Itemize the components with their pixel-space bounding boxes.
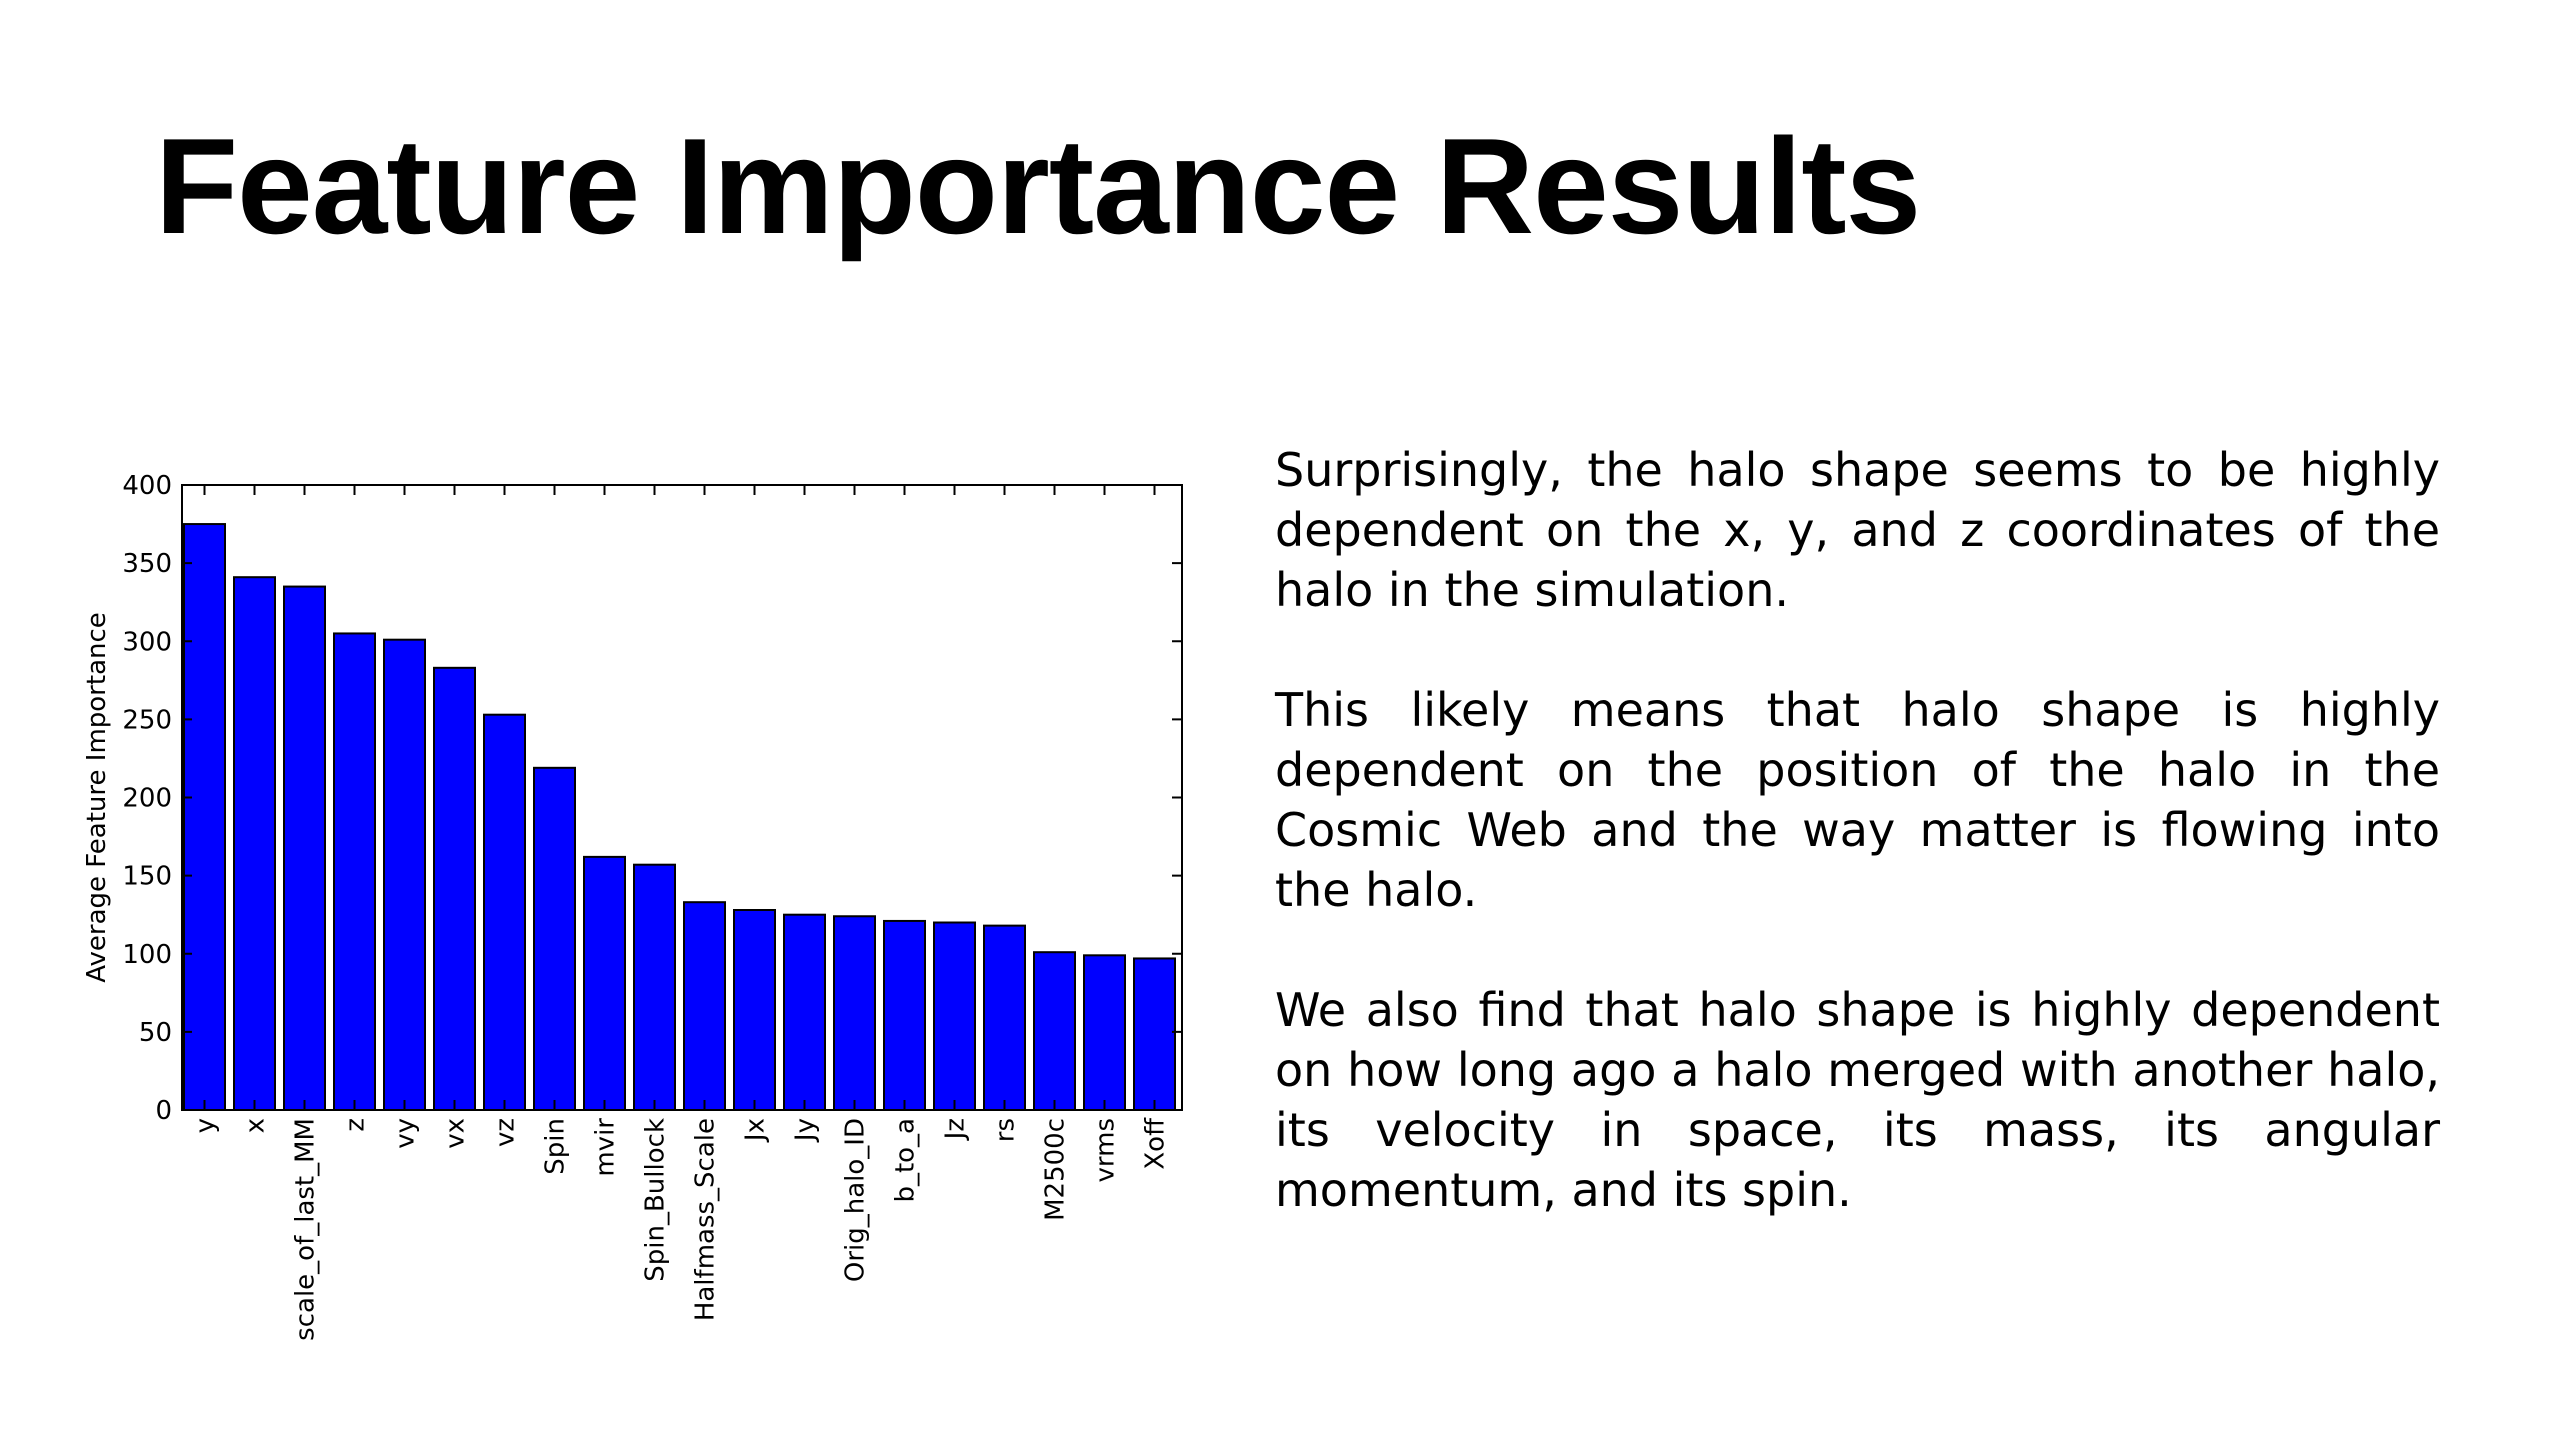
slide-body: Surprisingly, the halo shape seems to be… xyxy=(1275,440,2440,1280)
bar-mvir xyxy=(583,855,626,1111)
x-tick-label-y: y xyxy=(191,1118,221,1133)
x-tick-label-b_to_a: b_to_a xyxy=(891,1118,921,1203)
bar-Spin_Bullock xyxy=(633,863,676,1111)
x-tick-label-Xoff: Xoff xyxy=(1141,1117,1171,1170)
bar-Spin xyxy=(533,766,576,1111)
paragraph-1: Surprisingly, the halo shape seems to be… xyxy=(1275,443,2440,617)
bar-x xyxy=(233,576,276,1111)
bar-rs xyxy=(983,924,1026,1111)
x-tick-label-scale_of_last_MM: scale_of_last_MM xyxy=(291,1118,321,1341)
paragraph-2: This likely means that halo shape is hig… xyxy=(1275,683,2440,917)
x-tick-label-vrms: vrms xyxy=(1091,1118,1121,1183)
bar-vy xyxy=(383,638,426,1111)
x-tick-label-vx: vx xyxy=(441,1118,471,1149)
bar-Jx xyxy=(733,909,776,1111)
x-tick-label-rs: rs xyxy=(991,1118,1021,1142)
paragraph-3: We also find that halo shape is highly d… xyxy=(1275,983,2440,1217)
bar-b_to_a xyxy=(883,919,926,1111)
chart-svg: 0 50 100 150 200 250 300 350 400 y x scale_of_last_… xyxy=(82,471,1183,1341)
plot-frame xyxy=(181,484,1183,1111)
bar-Xoff xyxy=(1133,957,1176,1111)
y-tick-label: 100 xyxy=(122,940,172,970)
x-tick-label-Halfmass_Scale: Halfmass_Scale xyxy=(691,1118,721,1321)
bar-y xyxy=(183,523,226,1111)
y-tick-label: 250 xyxy=(122,705,172,735)
x-tick-label-z: z xyxy=(341,1118,371,1132)
x-tick-label-Spin_Bullock: Spin_Bullock xyxy=(641,1118,671,1282)
x-tick-label-Jz: Jz xyxy=(941,1118,971,1141)
y-tick-label: 0 xyxy=(155,1096,172,1126)
bar-vx xyxy=(433,666,476,1111)
bar-Jz xyxy=(933,921,976,1111)
y-tick-label: 50 xyxy=(139,1018,172,1048)
x-tick-label-Orig_halo_ID: Orig_halo_ID xyxy=(841,1118,871,1282)
x-tick-label-x: x xyxy=(241,1118,271,1133)
slide-title: Feature Importance Results xyxy=(155,110,1921,262)
bar-vz xyxy=(483,713,526,1111)
y-tick-label: 200 xyxy=(122,784,172,814)
bar-scale_of_last_MM xyxy=(283,585,326,1111)
y-axis-label: Average Feature Importance xyxy=(82,612,112,983)
bar-Jy xyxy=(783,913,826,1111)
y-tick-label: 150 xyxy=(122,862,172,892)
x-tick-label-Jy: Jy xyxy=(791,1118,821,1143)
bar-M2500c xyxy=(1033,951,1076,1111)
x-tick-label-vy: vy xyxy=(391,1118,421,1149)
x-tick-label-Spin: Spin xyxy=(541,1118,571,1175)
y-tick-label: 300 xyxy=(122,627,172,657)
x-tick-label-mvir: mvir xyxy=(591,1118,621,1177)
bar-chart: 0 50 100 150 200 250 300 350 400 y x scale_of_last_… xyxy=(60,450,1210,1370)
y-tick-label: 400 xyxy=(122,471,172,501)
bar-z xyxy=(333,632,376,1111)
x-tick-label-Jx: Jx xyxy=(741,1118,771,1143)
x-tick-label-vz: vz xyxy=(491,1118,521,1147)
bar-vrms xyxy=(1083,954,1126,1111)
x-tick-label-M2500c: M2500c xyxy=(1041,1118,1071,1221)
bar-Halfmass_Scale xyxy=(683,901,726,1111)
y-tick-label: 350 xyxy=(122,549,172,579)
bar-Orig_halo_ID xyxy=(833,915,876,1111)
